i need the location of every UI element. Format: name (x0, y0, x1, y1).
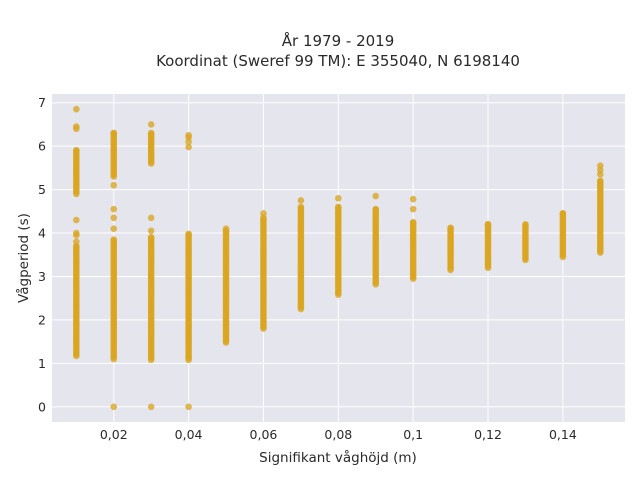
data-point (110, 225, 118, 232)
x-tick-label: 0,06 (250, 427, 278, 442)
data-point (222, 225, 230, 232)
data-point (73, 147, 80, 154)
data-point (522, 221, 529, 228)
data-point (110, 236, 118, 243)
data-points (73, 105, 604, 411)
x-tick-label: 0,04 (175, 427, 203, 442)
data-point (110, 403, 118, 411)
data-point (110, 181, 118, 189)
data-point (73, 238, 80, 246)
data-point (297, 203, 305, 211)
y-axis-label: Vågperiod (s) (15, 213, 32, 303)
data-point (597, 177, 604, 185)
data-point (335, 203, 342, 211)
data-point (73, 216, 80, 224)
data-point (260, 210, 267, 217)
data-point (73, 105, 80, 113)
data-point (73, 123, 80, 130)
data-point (559, 210, 567, 217)
data-point (447, 224, 454, 232)
x-axis-label: Signifikant våghöjd (m) (259, 449, 417, 466)
data-point (185, 143, 192, 151)
data-point (372, 205, 380, 213)
y-tick-label: 0 (38, 399, 46, 414)
y-tick-label: 7 (38, 95, 46, 110)
data-point (147, 234, 155, 241)
data-point (73, 229, 80, 237)
data-point (185, 403, 192, 411)
data-point (147, 227, 155, 235)
data-point (372, 192, 380, 200)
data-point (185, 230, 192, 238)
data-point (297, 197, 305, 204)
x-tick-label: 0,1 (403, 427, 423, 442)
chart-title-line1: År 1979 - 2019 (282, 31, 395, 50)
y-tick-label: 6 (38, 139, 46, 154)
data-point (110, 214, 118, 222)
y-tick-label: 1 (38, 356, 46, 371)
data-point (147, 129, 155, 137)
data-point (409, 218, 417, 226)
x-tick-label: 0,08 (324, 427, 352, 442)
y-axis-ticks: 0 1 2 3 4 5 6 7 (38, 95, 46, 414)
data-point (335, 194, 342, 202)
data-point (597, 162, 604, 169)
data-point (147, 403, 155, 411)
y-tick-label: 4 (38, 226, 46, 241)
x-axis-ticks: 0,02 0,04 0,06 0,08 0,1 0,12 0,14 (100, 427, 577, 442)
y-tick-label: 2 (38, 312, 46, 327)
data-point (484, 221, 492, 228)
y-tick-label: 5 (38, 182, 46, 197)
x-tick-label: 0,14 (549, 427, 577, 442)
data-point (147, 214, 155, 222)
data-point (185, 131, 192, 139)
data-point (409, 205, 417, 213)
data-point (409, 195, 417, 203)
data-point (110, 129, 118, 137)
x-tick-label: 0,12 (474, 427, 502, 442)
chart-title-line2: Koordinat (Sweref 99 TM): E 355040, N 61… (156, 52, 520, 70)
x-tick-label: 0,02 (100, 427, 128, 442)
data-point (147, 121, 155, 128)
y-tick-label: 3 (38, 269, 46, 284)
data-point (110, 205, 118, 213)
